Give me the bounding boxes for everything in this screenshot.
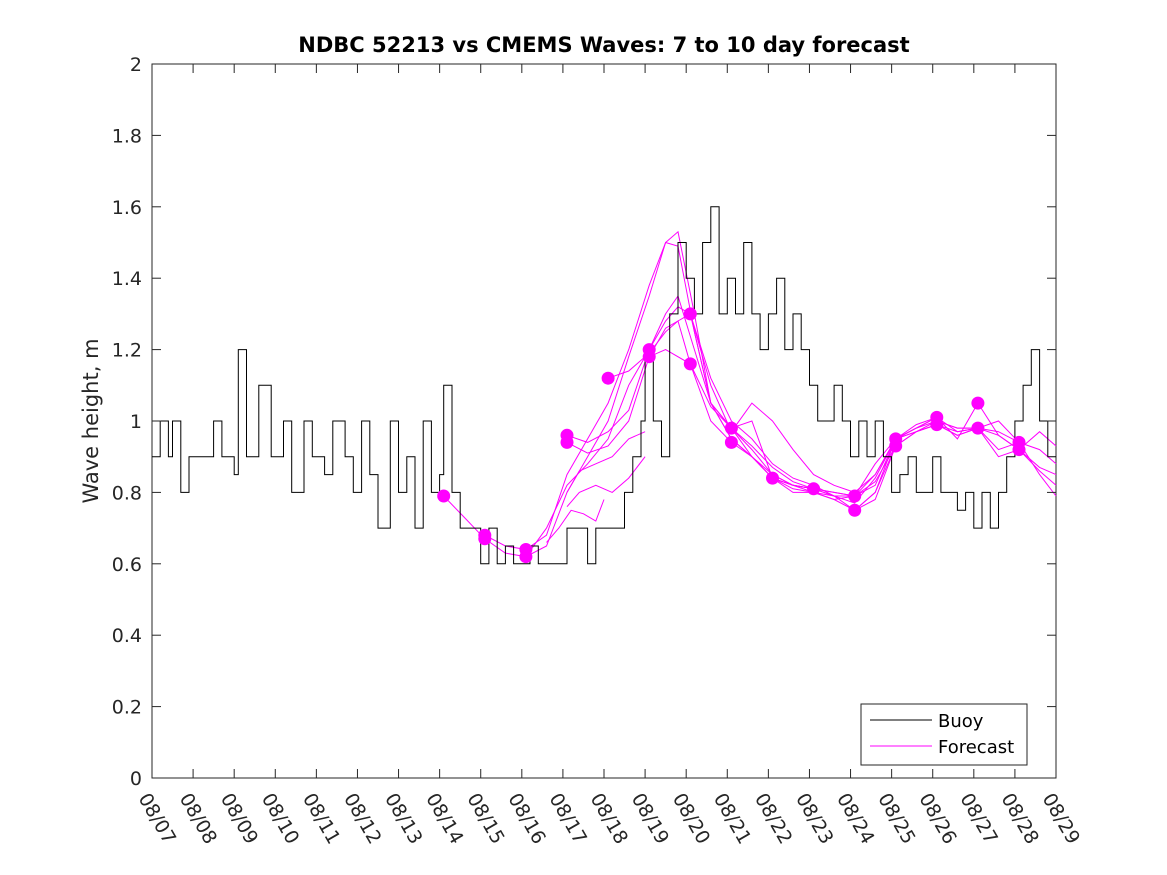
forecast-marker-10 [683,307,697,321]
buoy-series-line [152,206,1056,565]
forecast-marker-22 [971,396,985,410]
y-tick-label: 0.8 [112,482,142,504]
y-tick-label: 1.2 [112,340,142,362]
y-tick-label: 0 [130,768,142,790]
forecast-marker-13 [724,435,738,449]
forecast-marker-21 [930,418,944,432]
legend-forecast-label: Forecast [938,737,1014,758]
forecast-marker-6 [560,435,574,449]
y-tick-label: 1.4 [112,268,142,290]
forecast-line-10 [854,424,1057,511]
buoy-line [152,206,1056,565]
forecast-marker-4 [519,543,533,556]
forecast-marker-2 [478,528,492,542]
y-tick-label: 0.4 [112,625,142,647]
forecast-markers [437,307,1026,564]
y-tick-labels: 0 0.2 0.4 0.6 0.8 1 1.2 1.4 1.6 1.8 2 [112,54,142,790]
forecast-marker-19 [889,439,903,453]
forecast-marker-12 [724,421,738,435]
forecast-line-13 [546,499,605,543]
forecast-marker-0 [437,489,451,503]
y-axis-label: Wave height, m [79,338,103,503]
legend-box [860,703,1028,766]
y-tick-label: 0.2 [112,697,142,719]
axes-box [151,63,1057,779]
forecast-line-12 [566,456,646,508]
forecast-marker-11 [683,357,697,371]
forecast-marker-14 [766,471,779,485]
y-tick-label: 0.6 [112,554,142,576]
forecast-line-11 [566,431,646,493]
forecast-marker-25 [1012,443,1026,457]
y-tick-label: 1.8 [112,125,142,147]
forecast-marker-16 [848,489,862,503]
y-tick-label: 1.6 [112,197,142,219]
forecast-marker-15 [807,482,821,496]
axis-ticks [151,63,1057,779]
forecast-marker-7 [601,371,615,385]
forecast-marker-17 [848,503,862,517]
y-tick-label: 1 [130,411,142,433]
plot-area [151,63,1057,779]
legend: Buoy Forecast [860,703,1028,766]
forecast-marker-9 [642,343,656,357]
forecast-marker-23 [971,421,985,435]
legend-buoy-label: Buoy [938,711,984,732]
y-tick-label: 2 [130,54,142,76]
chart-title: NDBC 52213 vs CMEMS Waves: 7 to 10 day f… [298,33,909,57]
